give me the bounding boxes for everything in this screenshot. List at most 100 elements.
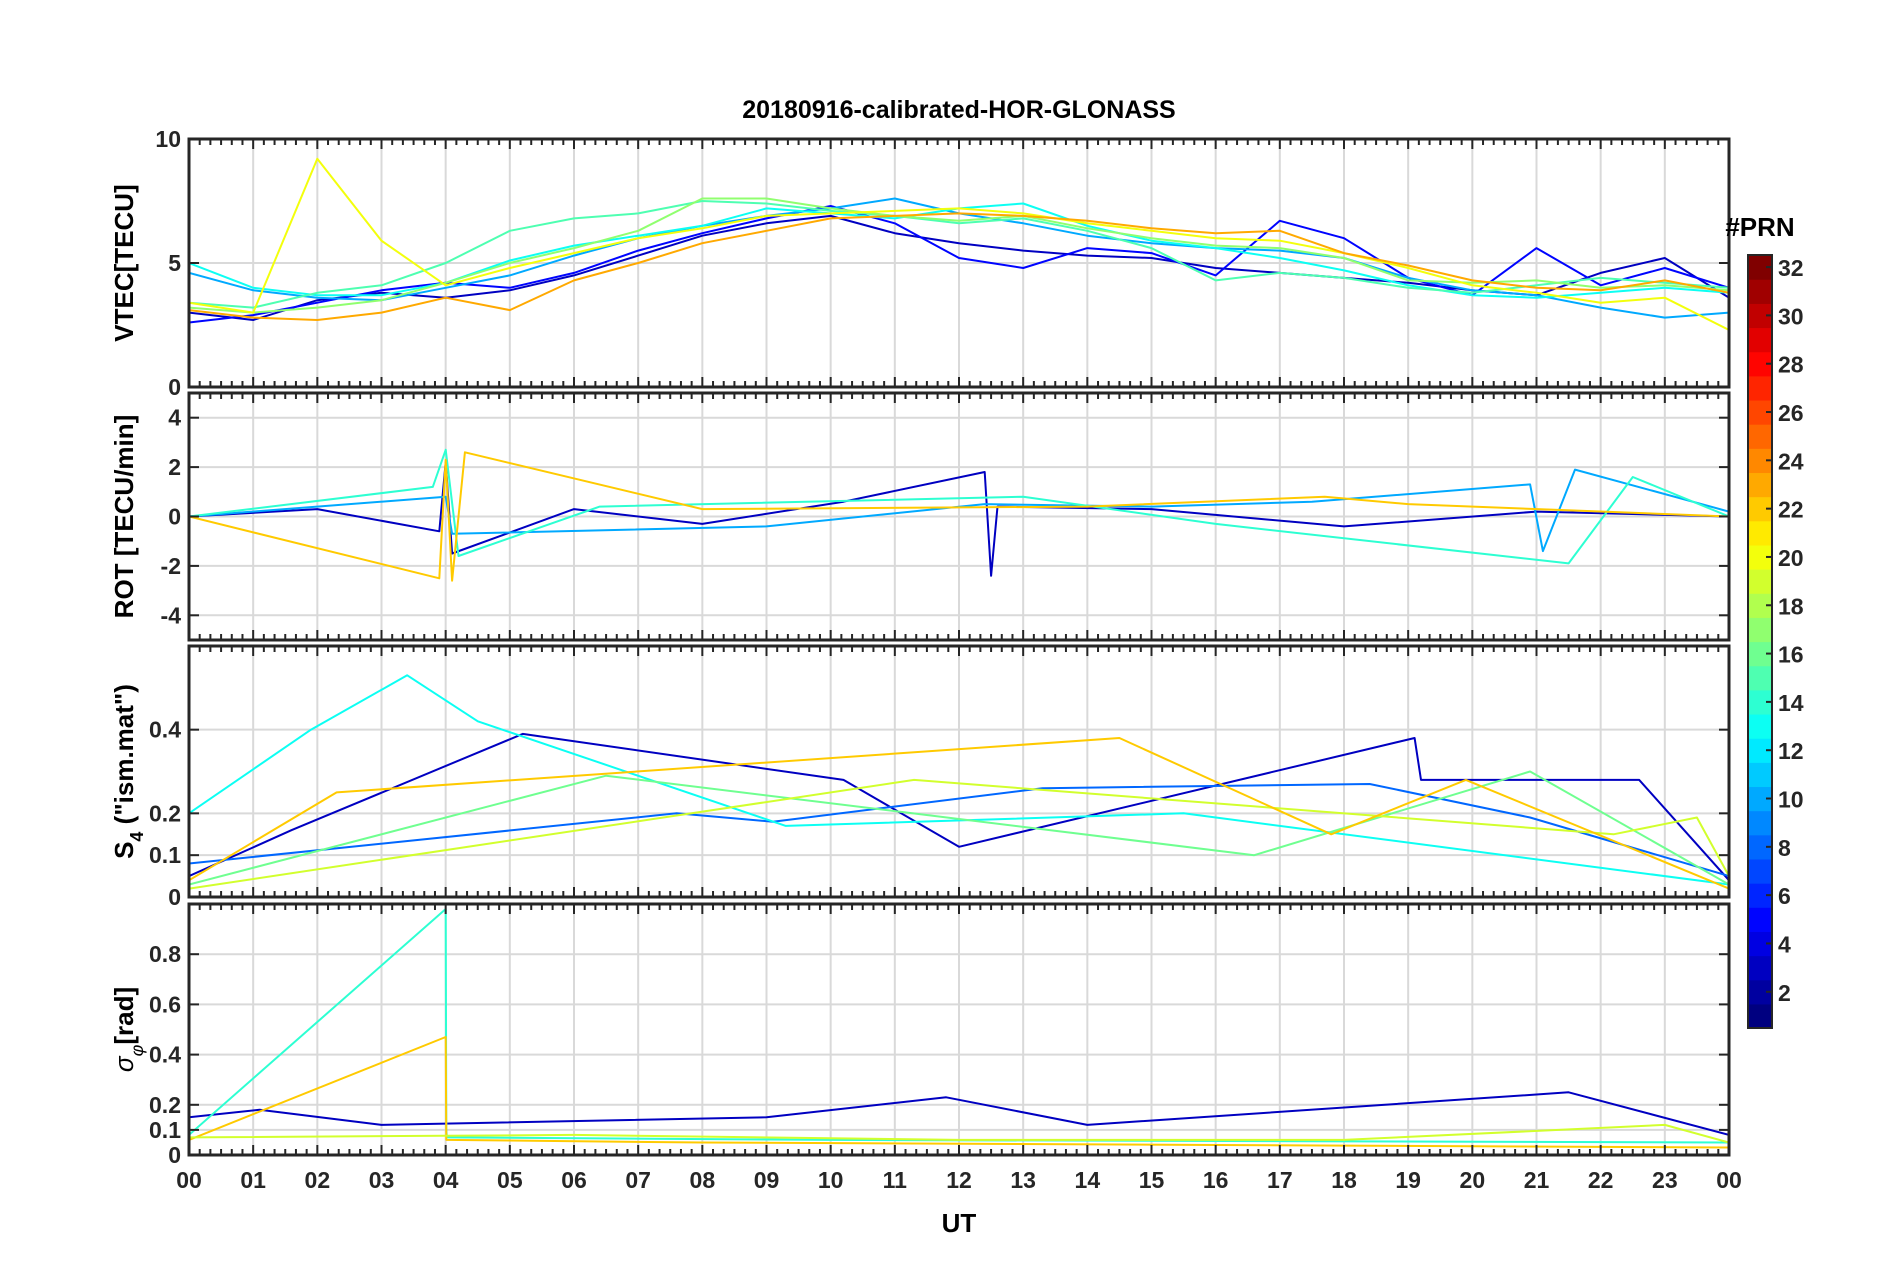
colorbar-tick-label: 12 <box>1778 738 1804 764</box>
y-tick-label: 0 <box>168 504 181 530</box>
panel-rot: -4 -2 0 2 4 ROT [TECU/min] <box>109 391 1731 642</box>
y-tick-label: 4 <box>168 405 181 431</box>
colorbar-band <box>1748 569 1772 594</box>
x-tick-label: 02 <box>305 1167 331 1193</box>
x-tick-label: 22 <box>1588 1167 1614 1193</box>
series-prn-8 <box>189 783 1729 878</box>
y-tick-label: 0.1 <box>149 1117 181 1143</box>
colorbar-tick-label: 26 <box>1778 400 1804 426</box>
x-tick-label: 00 <box>1716 1167 1742 1193</box>
x-tick-label: 21 <box>1524 1167 1550 1193</box>
series-prn-13 <box>189 674 1729 886</box>
series-prn-19 <box>189 778 1729 890</box>
series-group <box>189 157 1729 331</box>
colorbar-band <box>1748 375 1772 401</box>
series-prn-22 <box>189 1036 1729 1149</box>
y-tick-label: 0 <box>168 1142 181 1168</box>
y-axis-label: VTEC[TECU] <box>109 184 139 341</box>
colorbar-band <box>1748 665 1772 691</box>
panel-s4: 0 0.1 0.2 0.4S4 ("ism.mat") <box>109 644 1731 910</box>
series-group <box>189 908 1729 1149</box>
series-group <box>189 448 1729 582</box>
colorbar-tick-label: 6 <box>1778 883 1791 909</box>
colorbar-band <box>1748 713 1772 739</box>
series-prn-3 <box>189 732 1729 881</box>
series-prn-20 <box>189 157 1729 331</box>
panel-sigma: 00.10.2 0.4 0.6 0.8σφ[rad] 00 01 02 03 04 05 06 07 0… <box>109 902 1742 1193</box>
y-axis-label: ROT [TECU/min] <box>109 415 139 619</box>
x-tick-label: 04 <box>433 1167 459 1193</box>
colorbar-band <box>1748 424 1772 449</box>
colorbar-band <box>1748 955 1772 981</box>
colorbar-tick-label: 30 <box>1778 303 1804 329</box>
y-tick-label: 0.2 <box>149 1092 181 1118</box>
x-tick-label: 06 <box>561 1167 587 1193</box>
y-axis-label: S4 ("ism.mat") <box>109 684 147 859</box>
y-tick-label: -4 <box>161 602 182 628</box>
colorbar-tick-label: 20 <box>1778 545 1804 571</box>
colorbar-tick-label: 10 <box>1778 787 1804 813</box>
series-prn-23 <box>189 212 1729 321</box>
x-tick-label: 14 <box>1075 1167 1101 1193</box>
x-tick-label: 12 <box>946 1167 972 1193</box>
colorbar-band <box>1748 279 1772 304</box>
series-prn-17 <box>189 197 1729 314</box>
y-tick-label: -2 <box>161 553 181 579</box>
x-tick-label: 07 <box>625 1167 651 1193</box>
colorbar-band <box>1748 327 1772 353</box>
series-prn-10 <box>189 468 1729 553</box>
colorbar-label: #PRN <box>1725 212 1794 242</box>
x-tick-label: 05 <box>497 1167 523 1193</box>
x-tick-label: 11 <box>883 1167 908 1193</box>
colorbar-band <box>1748 520 1772 546</box>
colorbar-band <box>1748 762 1772 788</box>
series-prn-15 <box>189 200 1729 309</box>
colorbar-tick-label: 24 <box>1778 448 1804 474</box>
series-prn-22 <box>189 737 1729 890</box>
chart-title: 20180916-calibrated-HOR-GLONASS <box>742 96 1175 124</box>
y-tick-label: 0.2 <box>149 800 181 826</box>
y-axis-label: σφ[rad] <box>109 987 147 1072</box>
y-tick-label: 0 <box>168 374 181 400</box>
colorbar-band <box>1748 617 1772 643</box>
x-tick-label: 09 <box>754 1167 780 1193</box>
y-tick-label: 0.8 <box>149 941 181 967</box>
colorbar-band <box>1748 472 1772 498</box>
colorbar-tick-label: 22 <box>1778 497 1804 523</box>
panel-vtec: 0 5 10 VTEC[TECU] <box>109 126 1731 400</box>
x-tick-label: 17 <box>1267 1167 1293 1193</box>
y-tick-label: 0.1 <box>149 842 181 868</box>
x-axis-label: UT <box>942 1208 977 1238</box>
series-prn-14 <box>189 448 1729 565</box>
x-tick-label: 08 <box>690 1167 716 1193</box>
colorbar-tick-label: 32 <box>1778 255 1804 281</box>
x-tick-label: 13 <box>1010 1167 1036 1193</box>
x-tick-label: 03 <box>369 1167 395 1193</box>
colorbar-tick-label: 18 <box>1778 593 1804 619</box>
x-tick-label: 19 <box>1395 1167 1421 1193</box>
x-tick-label: 15 <box>1139 1167 1165 1193</box>
series-prn-22 <box>189 451 1729 582</box>
colorbar-tick-label: 14 <box>1778 690 1804 716</box>
colorbar-tick-label: 4 <box>1778 931 1791 957</box>
x-tick-label: 16 <box>1203 1167 1229 1193</box>
x-tick-label: 01 <box>240 1167 266 1193</box>
x-tick-label: 20 <box>1460 1167 1486 1193</box>
y-tick-label: 0.4 <box>149 717 181 743</box>
x-tick-label: 18 <box>1331 1167 1357 1193</box>
y-tick-label: 0 <box>168 884 181 910</box>
series-prn-16 <box>189 770 1729 886</box>
y-tick-label: 5 <box>168 250 181 276</box>
colorbar-band <box>1748 1003 1772 1029</box>
y-tick-label: 2 <box>168 454 181 480</box>
colorbar-band <box>1748 907 1772 932</box>
colorbar-tick-label: 16 <box>1778 642 1804 668</box>
colorbar-frame <box>1747 254 1773 1029</box>
series-group <box>189 674 1729 890</box>
x-tick-label: 00 <box>176 1167 202 1193</box>
y-tick-label: 0.4 <box>149 1042 181 1068</box>
series-prn-3 <box>189 1091 1729 1136</box>
